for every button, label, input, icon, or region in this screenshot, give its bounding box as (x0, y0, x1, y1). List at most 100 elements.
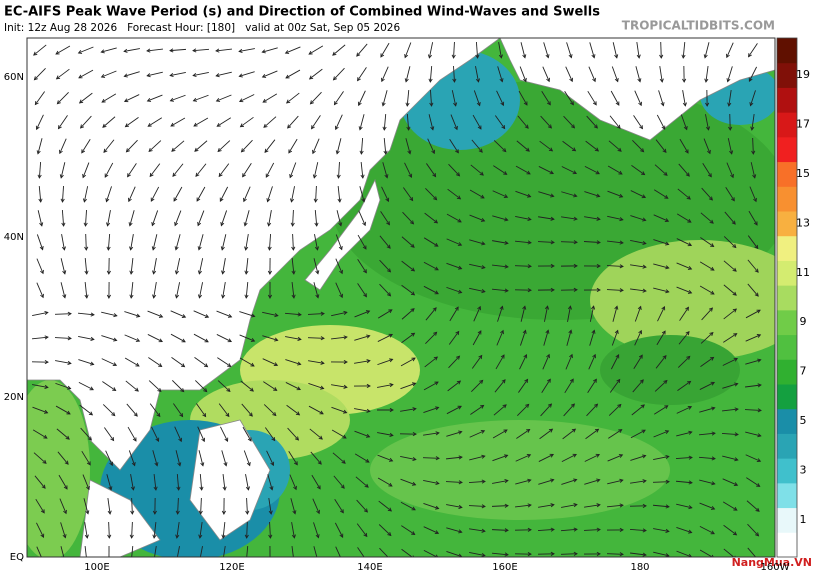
arrow-head (112, 387, 117, 391)
arrow-head (594, 403, 599, 408)
arrow-head (458, 430, 463, 435)
arrow (216, 334, 232, 342)
arrow-head (596, 551, 601, 557)
arrow-head (527, 216, 532, 222)
arrow (79, 92, 93, 104)
arrow (744, 409, 762, 411)
arrow-head (527, 288, 532, 293)
arrow-head (267, 270, 273, 275)
arrow-head (685, 306, 689, 311)
arrow-head (731, 197, 735, 202)
arrow-head (755, 532, 760, 537)
arrow-head (478, 354, 483, 360)
arrow (176, 522, 180, 538)
arrow (701, 307, 713, 321)
arrow-head (389, 407, 394, 413)
arrow-head (524, 124, 529, 129)
arrow (540, 115, 552, 129)
arrow-head (194, 147, 199, 152)
arrow-head (458, 480, 463, 485)
colorbar-segment (777, 384, 797, 410)
arrow (468, 505, 486, 507)
arrow (200, 497, 202, 515)
arrow (653, 455, 669, 461)
arrow-head (550, 551, 555, 556)
arrow-head (342, 434, 347, 439)
arrow-head (215, 98, 221, 102)
arrow-head (104, 173, 109, 178)
arrow-head (343, 384, 348, 389)
arrow-head (499, 78, 504, 83)
arrow (360, 161, 364, 179)
arrow (584, 191, 600, 197)
arrow (446, 286, 462, 294)
arrow-head (662, 148, 667, 154)
arrow-head (682, 102, 687, 107)
arrow-head (264, 148, 269, 154)
arrow (291, 522, 295, 538)
arrow (331, 336, 347, 340)
arrow (516, 429, 530, 439)
arrow (630, 190, 646, 198)
arrow-head (123, 48, 128, 53)
arrow (151, 210, 159, 226)
arrow (194, 380, 208, 392)
arrow (515, 165, 531, 175)
arrow (542, 354, 550, 370)
arrow-head (267, 294, 273, 299)
arrow-head (616, 124, 621, 129)
arrow-head (411, 382, 417, 387)
arrow (520, 42, 526, 58)
arrow-head (291, 246, 296, 251)
arrow (382, 162, 388, 178)
arrow (584, 165, 600, 175)
arrow (124, 311, 140, 317)
arrow (106, 186, 112, 202)
arrow-head (619, 527, 624, 533)
arrow-head (477, 330, 482, 335)
arrow-head (221, 294, 226, 299)
arrow-head (504, 240, 509, 245)
arrow (471, 139, 483, 153)
arrow (498, 42, 502, 58)
arrow-head (481, 552, 486, 557)
arrow (583, 241, 601, 243)
arrow (423, 285, 439, 295)
arrow (193, 310, 209, 318)
arrow (675, 480, 693, 484)
arrow-head (435, 554, 439, 557)
arrow (491, 288, 509, 292)
arrow-head (427, 54, 432, 59)
arrow (106, 474, 112, 490)
arrow-head (684, 149, 689, 154)
arrow (78, 69, 94, 79)
arrow-head (596, 216, 601, 221)
arrow-head (411, 531, 416, 535)
arrow-head (37, 174, 42, 179)
arrow (216, 71, 232, 77)
arrow-head (320, 336, 325, 341)
arrow-head (726, 78, 731, 83)
arrow (37, 138, 43, 154)
arrow (493, 165, 507, 175)
arrow-head (754, 244, 759, 250)
arrow (543, 42, 549, 58)
arrow (246, 497, 248, 515)
arrow (222, 258, 226, 274)
arrow-head (148, 147, 153, 153)
arrow-head (386, 268, 392, 273)
arrow-head (571, 147, 577, 152)
arrow (563, 403, 575, 417)
arrow (610, 354, 620, 370)
arrow (130, 258, 134, 274)
arrow-head (62, 534, 67, 539)
arrow (653, 287, 669, 293)
arrow-head (594, 428, 600, 433)
arrow (561, 216, 577, 220)
arrow-head (591, 305, 596, 310)
arrow-head (314, 246, 320, 251)
arrow-head (705, 102, 710, 107)
arrow-head (248, 412, 253, 417)
arrow (469, 528, 485, 532)
arrow-head (573, 193, 578, 198)
